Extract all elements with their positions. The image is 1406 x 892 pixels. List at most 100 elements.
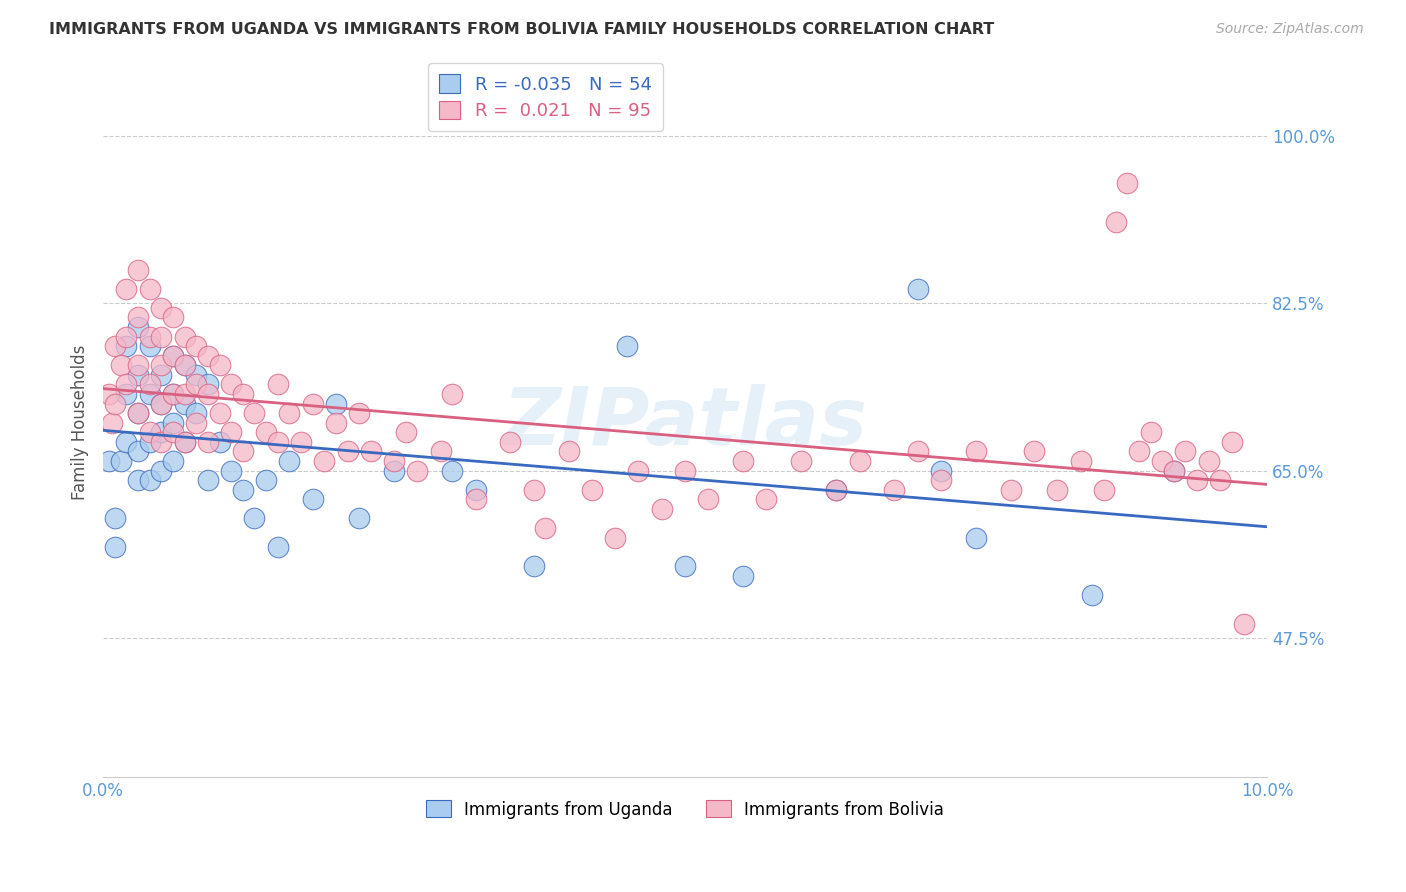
Point [173, 387, 195, 401]
Point [101, 416, 124, 430]
Point [138, 329, 160, 343]
Point [110, 358, 132, 372]
Point [173, 358, 195, 372]
Point [267, 377, 290, 392]
Point [115, 377, 138, 392]
Point [278, 454, 301, 468]
Point [1070, 454, 1092, 468]
Point [138, 339, 160, 353]
Point [965, 531, 987, 545]
Point [1152, 454, 1174, 468]
Point [301, 492, 323, 507]
Point [254, 473, 277, 487]
Point [127, 262, 149, 277]
Point [208, 434, 231, 449]
Point [115, 329, 138, 343]
Point [627, 464, 650, 478]
Point [115, 339, 138, 353]
Point [336, 444, 359, 458]
Point [138, 282, 160, 296]
Point [790, 454, 813, 468]
Point [150, 396, 173, 410]
Point [523, 559, 546, 574]
Point [673, 559, 696, 574]
Point [208, 358, 231, 372]
Point [173, 329, 195, 343]
Text: IMMIGRANTS FROM UGANDA VS IMMIGRANTS FROM BOLIVIA FAMILY HOUSEHOLDS CORRELATION : IMMIGRANTS FROM UGANDA VS IMMIGRANTS FRO… [49, 22, 994, 37]
Point [651, 501, 673, 516]
Point [825, 483, 848, 497]
Point [197, 473, 219, 487]
Point [697, 492, 720, 507]
Point [127, 406, 149, 420]
Point [186, 377, 208, 392]
Point [278, 406, 301, 420]
Point [150, 301, 173, 315]
Point [232, 444, 254, 458]
Point [138, 387, 160, 401]
Point [1139, 425, 1161, 440]
Point [1174, 444, 1197, 458]
Point [162, 454, 184, 468]
Point [150, 329, 173, 343]
Point [301, 396, 323, 410]
Point [162, 310, 184, 325]
Point [232, 483, 254, 497]
Point [534, 521, 557, 535]
Point [104, 540, 127, 554]
Point [929, 473, 952, 487]
Point [104, 396, 127, 410]
Point [173, 358, 195, 372]
Point [267, 540, 290, 554]
Point [499, 434, 522, 449]
Point [1163, 464, 1185, 478]
Point [150, 396, 173, 410]
Point [1185, 473, 1208, 487]
Point [406, 464, 429, 478]
Point [1163, 464, 1185, 478]
Point [848, 454, 870, 468]
Point [347, 511, 370, 525]
Point [1092, 483, 1115, 497]
Point [464, 483, 486, 497]
Legend: Immigrants from Uganda, Immigrants from Bolivia: Immigrants from Uganda, Immigrants from … [419, 794, 950, 825]
Point [733, 569, 755, 583]
Point [127, 444, 149, 458]
Point [395, 425, 418, 440]
Point [97, 387, 120, 401]
Point [267, 434, 290, 449]
Point [243, 511, 266, 525]
Point [290, 434, 312, 449]
Point [347, 406, 370, 420]
Point [208, 406, 231, 420]
Point [673, 464, 696, 478]
Point [138, 377, 160, 392]
Point [733, 454, 755, 468]
Text: Source: ZipAtlas.com: Source: ZipAtlas.com [1216, 22, 1364, 37]
Point [219, 377, 242, 392]
Point [1198, 454, 1220, 468]
Point [127, 320, 149, 334]
Point [138, 425, 160, 440]
Point [243, 406, 266, 420]
Point [219, 425, 242, 440]
Point [186, 416, 208, 430]
Point [186, 406, 208, 420]
Point [150, 368, 173, 382]
Point [115, 387, 138, 401]
Point [162, 387, 184, 401]
Point [219, 464, 242, 478]
Point [1220, 434, 1243, 449]
Point [441, 387, 464, 401]
Point [150, 434, 173, 449]
Point [1128, 444, 1150, 458]
Point [464, 492, 486, 507]
Point [150, 464, 173, 478]
Point [314, 454, 336, 468]
Point [162, 416, 184, 430]
Point [150, 425, 173, 440]
Point [186, 368, 208, 382]
Point [883, 483, 905, 497]
Point [150, 358, 173, 372]
Point [162, 349, 184, 363]
